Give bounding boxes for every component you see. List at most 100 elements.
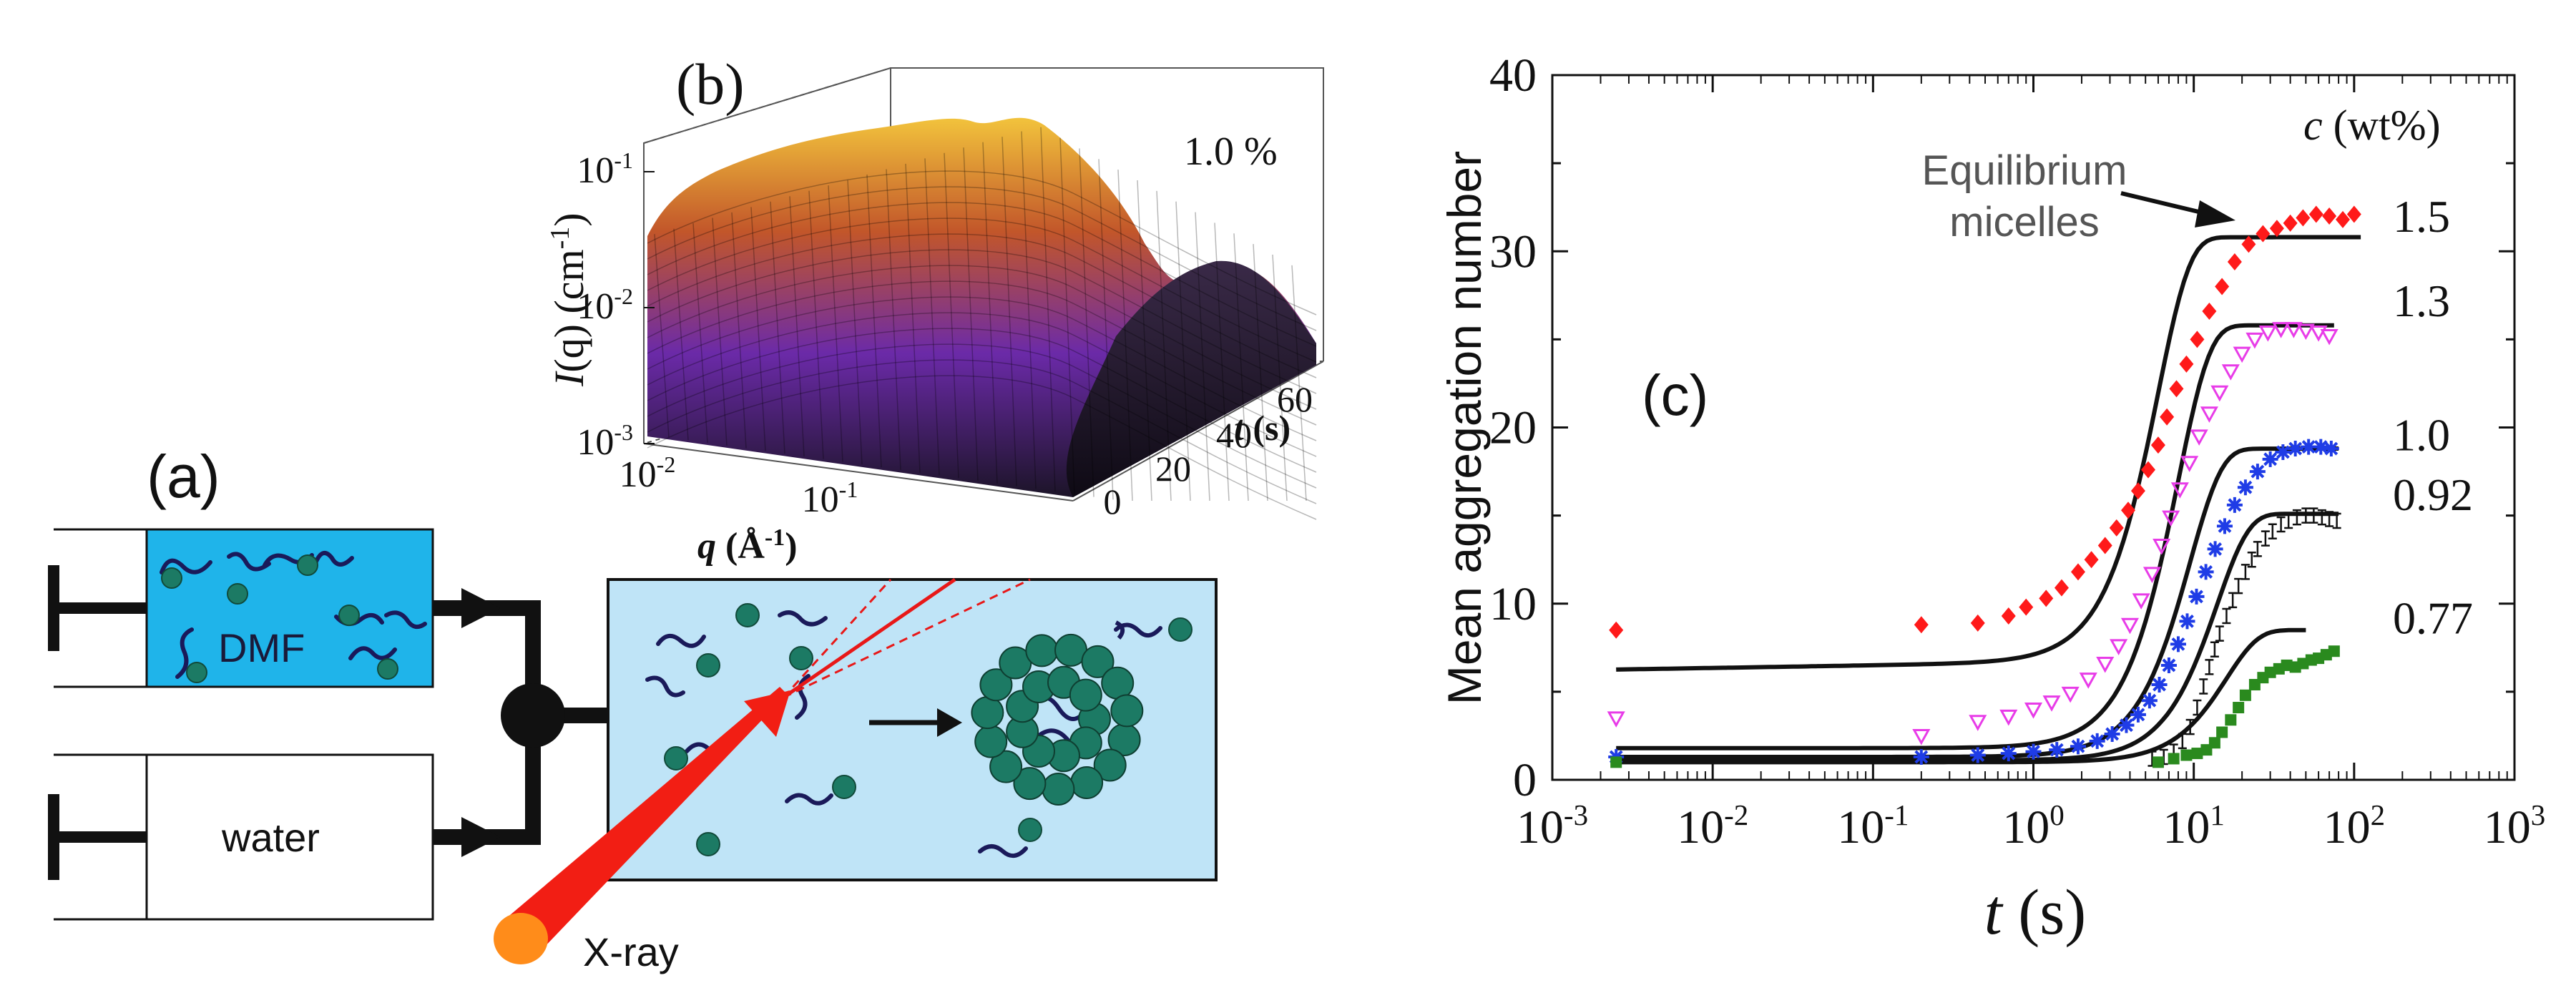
mesh-line — [1156, 190, 1172, 502]
data-point — [2150, 436, 2165, 454]
data-point — [2323, 441, 2339, 457]
xray-beam: X-ray — [494, 687, 790, 974]
x-tick-label-exp: -2 — [1724, 798, 1748, 831]
q-axis-label-close: ) — [785, 526, 797, 567]
data-point — [2130, 706, 2146, 723]
x-axis-label: t (s) — [1984, 877, 2086, 948]
mesh-line — [1137, 180, 1152, 502]
data-point — [2256, 225, 2271, 243]
data-point — [2180, 749, 2193, 761]
data-point — [2328, 645, 2340, 657]
mesh-line — [886, 169, 901, 470]
data-point — [2039, 590, 2054, 607]
data-point — [2061, 686, 2080, 703]
scattered-beam — [782, 577, 956, 700]
x-tick-label: 10-2 — [1677, 798, 1748, 854]
q-axis-label-rest: (Å — [716, 526, 765, 567]
data-point — [2284, 512, 2293, 529]
fit-curve — [1616, 446, 2339, 759]
data-point — [2276, 516, 2286, 533]
panel-b-label: (b) — [676, 52, 745, 117]
polymer-chain — [175, 627, 194, 679]
box-front-edge — [643, 443, 1074, 502]
data-point — [1969, 715, 1987, 731]
polymer-chain — [795, 674, 810, 720]
data-point — [2227, 253, 2242, 271]
mesh-line — [866, 175, 882, 468]
t-axis-label-rest: (s) — [1244, 408, 1291, 448]
data-point — [2049, 742, 2065, 758]
x-tick-label-exp: -3 — [1564, 798, 1588, 831]
mesh-line — [1021, 131, 1037, 489]
y-tick-label-base: 10 — [577, 286, 614, 327]
data-point — [2262, 451, 2278, 467]
y-tick-label: 10-2 — [577, 283, 633, 327]
data-point — [2336, 210, 2351, 228]
data-point — [2054, 579, 2069, 597]
data-point — [2109, 519, 2124, 537]
data-point — [2169, 380, 2184, 398]
data-point — [2188, 588, 2205, 605]
data-points — [1607, 205, 2361, 768]
data-point — [2120, 617, 2140, 635]
water-syringe: water — [48, 753, 434, 921]
series-labels: 1.5 1.3 1.0 0.92 0.77 — [2393, 191, 2473, 643]
q-tick-label: 10-1 — [802, 476, 858, 520]
data-point — [2097, 537, 2112, 554]
data-point — [1610, 756, 1622, 768]
polymer-chain — [227, 552, 271, 572]
q-axis-label-italic: q — [697, 526, 716, 567]
mesh-line — [1098, 159, 1114, 500]
data-point — [2210, 641, 2219, 658]
mesh-line — [673, 228, 689, 441]
data-point — [2296, 323, 2315, 341]
mesh-line — [1059, 137, 1075, 494]
q-axis-label: q (Å-1) — [697, 524, 798, 567]
data-point — [2301, 507, 2311, 524]
mesh-line — [944, 152, 959, 479]
panel-b-t-axis: 0 20 40 60 t (s) — [1104, 379, 1313, 522]
data-point — [2178, 733, 2187, 750]
data-point — [2118, 717, 2135, 733]
data-point — [2185, 718, 2195, 735]
y-axis-label-unit: (cm — [546, 249, 592, 324]
copolymer-head — [832, 775, 856, 799]
data-point — [2162, 510, 2180, 527]
x-tick-label-exp: 3 — [2531, 798, 2546, 831]
data-point — [2070, 738, 2086, 755]
surface-mesh — [647, 127, 1317, 520]
xray-source — [494, 913, 548, 964]
series-label: 1.5 — [2393, 191, 2450, 242]
mesh-line — [808, 190, 824, 459]
mesh-line — [750, 207, 766, 451]
data-point — [2151, 677, 2168, 693]
copolymer-head — [1168, 617, 1192, 642]
mesh-line — [1079, 148, 1094, 497]
x-tick-label-base: 10 — [1517, 801, 1564, 854]
micelle-head — [974, 725, 1008, 758]
t-tick-label: 20 — [1155, 449, 1191, 489]
mesh-line — [847, 180, 863, 465]
polymer-chain — [778, 610, 828, 627]
data-point — [2104, 725, 2120, 742]
data-point — [2225, 714, 2237, 726]
data-point — [1914, 616, 1929, 634]
micelle-head — [1081, 645, 1115, 678]
concentration-label: 1.0 % — [1184, 129, 1278, 174]
data-point — [2215, 278, 2230, 295]
data-point — [2079, 672, 2097, 689]
data-point — [1913, 748, 1929, 765]
data-point — [2325, 511, 2334, 527]
data-point — [2269, 220, 2284, 238]
mesh-line — [1040, 127, 1056, 492]
data-point — [2287, 441, 2303, 457]
q-tick-label: 10-2 — [619, 451, 676, 495]
series-label: 1.3 — [2393, 275, 2450, 326]
y-tick-label: 20 — [1489, 402, 1537, 454]
mesh-line — [647, 328, 1317, 473]
fit-curves — [1616, 235, 2361, 765]
polymer-chain — [785, 793, 833, 806]
box-front-edge — [1072, 361, 1324, 502]
y-tick-label: 10 — [1489, 578, 1537, 630]
data-point — [2221, 364, 2240, 381]
